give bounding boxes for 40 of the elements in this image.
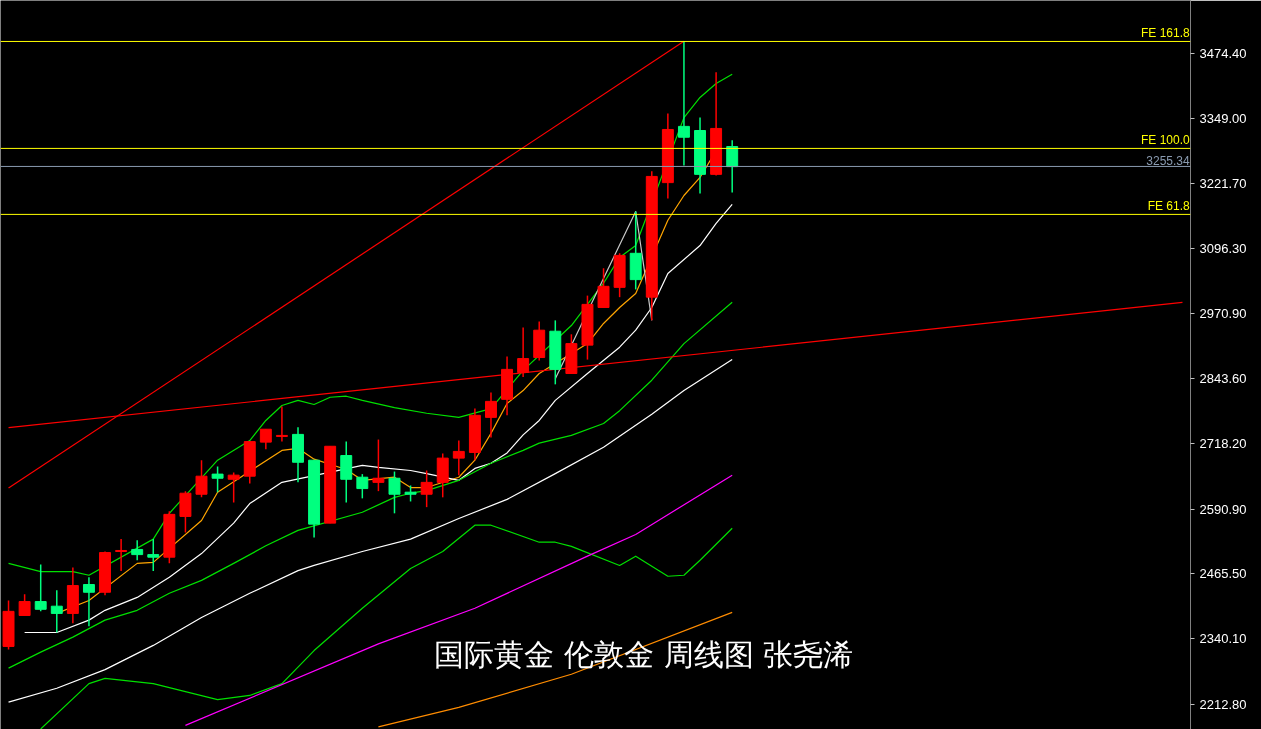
- candlestick: [147, 538, 160, 572]
- candlestick: [82, 576, 95, 628]
- candlestick: [275, 405, 288, 443]
- y-tick-label: 2718.20: [1199, 436, 1247, 452]
- candlestick: [726, 139, 739, 194]
- candlestick: [131, 539, 144, 562]
- y-tick-label: 3096.30: [1199, 241, 1247, 256]
- candlestick: [597, 267, 610, 309]
- candlestick: [356, 473, 369, 500]
- ref-line-label: FE 100.0: [1141, 133, 1191, 148]
- candlestick: [452, 439, 465, 476]
- candlestick: [677, 40, 690, 167]
- candlestick: [517, 326, 530, 378]
- y-tick-label: 3221.70: [1199, 176, 1247, 192]
- candlestick: [259, 428, 272, 451]
- candlestick: [195, 459, 208, 499]
- ref-line-label: 3255.34: [1146, 154, 1191, 169]
- y-tick-label: 2465.50: [1199, 566, 1247, 582]
- candlestick: [388, 470, 401, 515]
- y-tick-label: 2212.80: [1199, 696, 1247, 712]
- candlestick: [340, 440, 353, 504]
- candlestick: [372, 438, 385, 492]
- candlestick: [50, 589, 63, 634]
- candlestick: [420, 469, 433, 508]
- y-tick-label: 2843.60: [1199, 371, 1247, 387]
- candlestick: [115, 538, 128, 572]
- ref-line-label: FE 61.8: [1147, 199, 1191, 214]
- y-tick-label: 2590.90: [1199, 501, 1247, 517]
- y-tick-label: 3349.00: [1199, 110, 1247, 126]
- y-tick-label: 2970.90: [1199, 305, 1247, 321]
- y-tick-label: 2340.10: [1199, 631, 1247, 647]
- candlestick: [18, 593, 31, 617]
- y-tick-label: 3474.40: [1199, 45, 1247, 61]
- candlestick: [485, 391, 497, 439]
- candlestick: [211, 465, 224, 493]
- candlestick: [227, 471, 240, 504]
- ref-line-label: FE 161.8: [1141, 26, 1191, 41]
- line-series: [24, 203, 733, 634]
- candlestick: [34, 563, 47, 613]
- candlestick: [179, 490, 192, 534]
